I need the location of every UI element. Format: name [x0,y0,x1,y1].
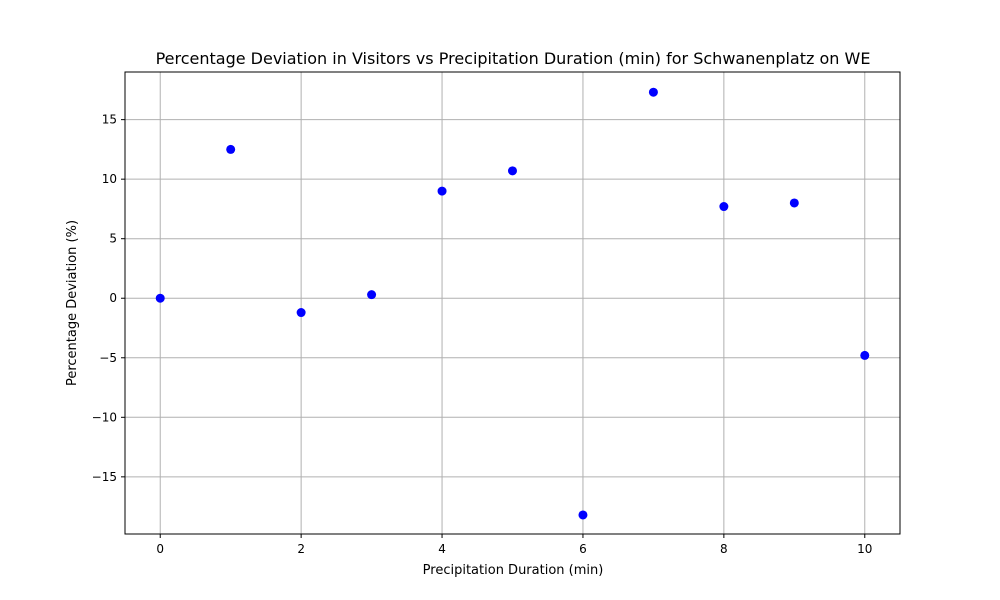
data-point [155,293,165,303]
y-tick-label: −5 [99,351,117,365]
x-tick-label: 8 [720,542,728,556]
data-point [648,87,658,97]
y-tick-label: −10 [92,410,117,424]
y-tick-label: 0 [109,291,117,305]
data-points [155,87,870,520]
grid [125,72,900,534]
y-tick-label: 15 [102,113,117,127]
y-tick-label: 10 [102,172,117,186]
data-point [437,186,447,196]
y-tick-label: 5 [109,232,117,246]
chart-title: Percentage Deviation in Visitors vs Prec… [156,49,871,68]
y-tick-label: −15 [92,470,117,484]
data-point [719,202,729,212]
data-point [296,308,306,318]
data-point [789,198,799,208]
plot-frame [124,71,901,535]
y-axis-label: Percentage Deviation (%) [65,220,80,386]
x-axis-label: Precipitation Duration (min) [423,563,604,578]
data-point [367,290,377,300]
data-point [508,166,517,176]
axis-ticks: 0 2 4 6 8 10 −15 −10 −5 0 5 10 15 [92,113,873,556]
x-tick-label: 6 [579,542,587,556]
x-tick-label: 0 [156,542,164,556]
data-point [226,144,236,154]
data-point [578,510,588,520]
x-tick-label: 4 [438,542,446,556]
x-tick-label: 2 [297,542,305,556]
x-tick-label: 10 [857,542,872,556]
data-point [860,350,870,360]
